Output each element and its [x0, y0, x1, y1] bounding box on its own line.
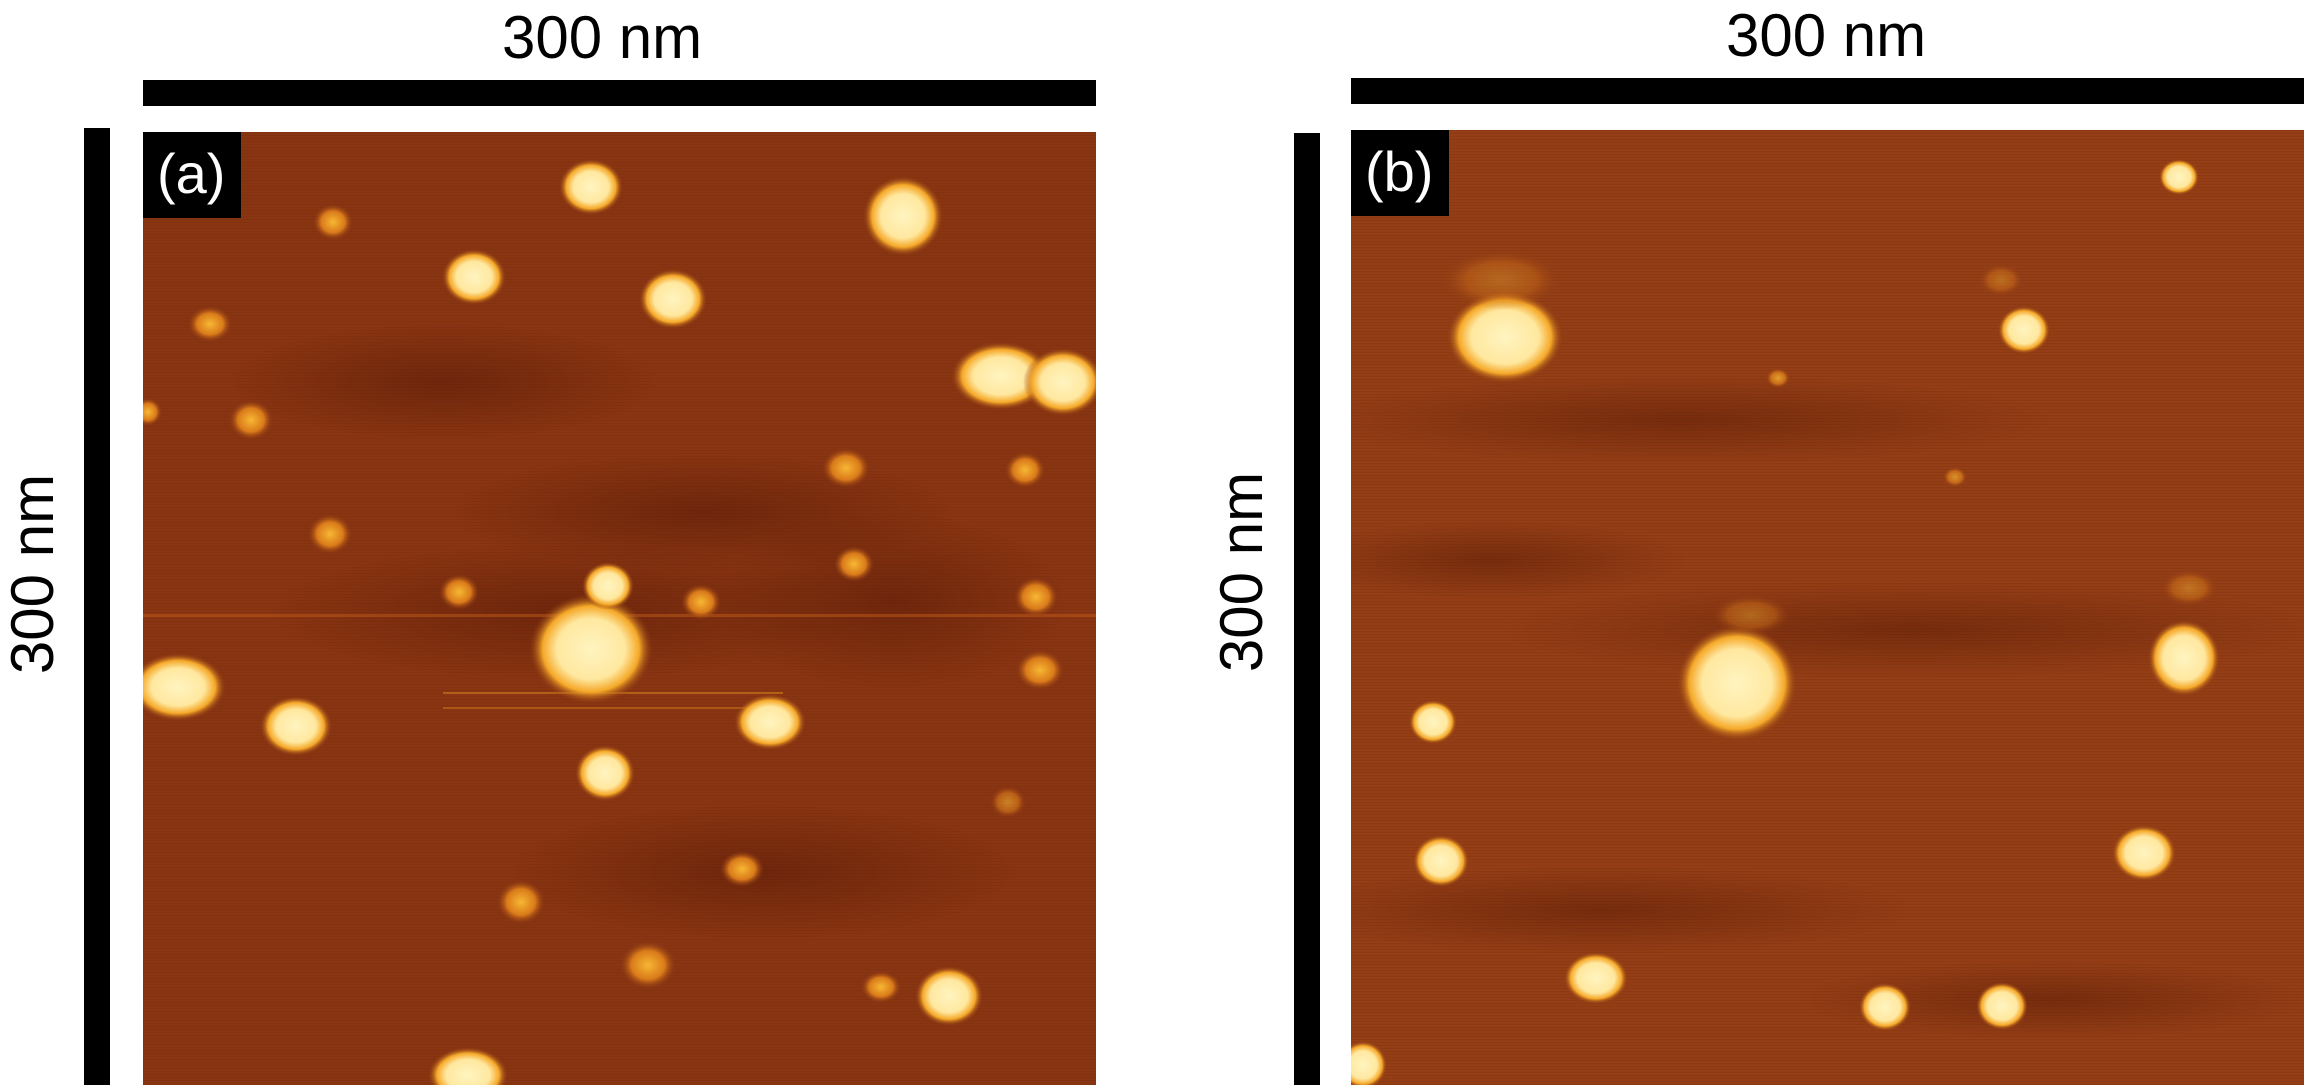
afm-image-b	[1351, 130, 2304, 1085]
scale-bar-y-b	[1294, 133, 1320, 1085]
panel-tag-b: (b)	[1351, 130, 1450, 216]
scale-bar-x-b	[1351, 78, 2304, 104]
afm-image-a	[143, 132, 1096, 1085]
scale-bar-y-a	[84, 128, 110, 1085]
scale-bar-x-label-b: 300 nm	[1726, 2, 1927, 69]
panel-b: 300 nm 300 nm	[1160, 0, 2304, 1085]
scale-bar-x-a	[143, 80, 1096, 106]
panel-tag-a: (a)	[143, 132, 242, 218]
panel-a: 300 nm 300 nm	[0, 0, 1130, 1085]
scale-bar-y-label-b: 300 nm	[1208, 471, 1275, 673]
scale-bar-x-label-a: 300 nm	[502, 4, 703, 71]
scale-bar-y-label-a: 300 nm	[0, 473, 66, 675]
